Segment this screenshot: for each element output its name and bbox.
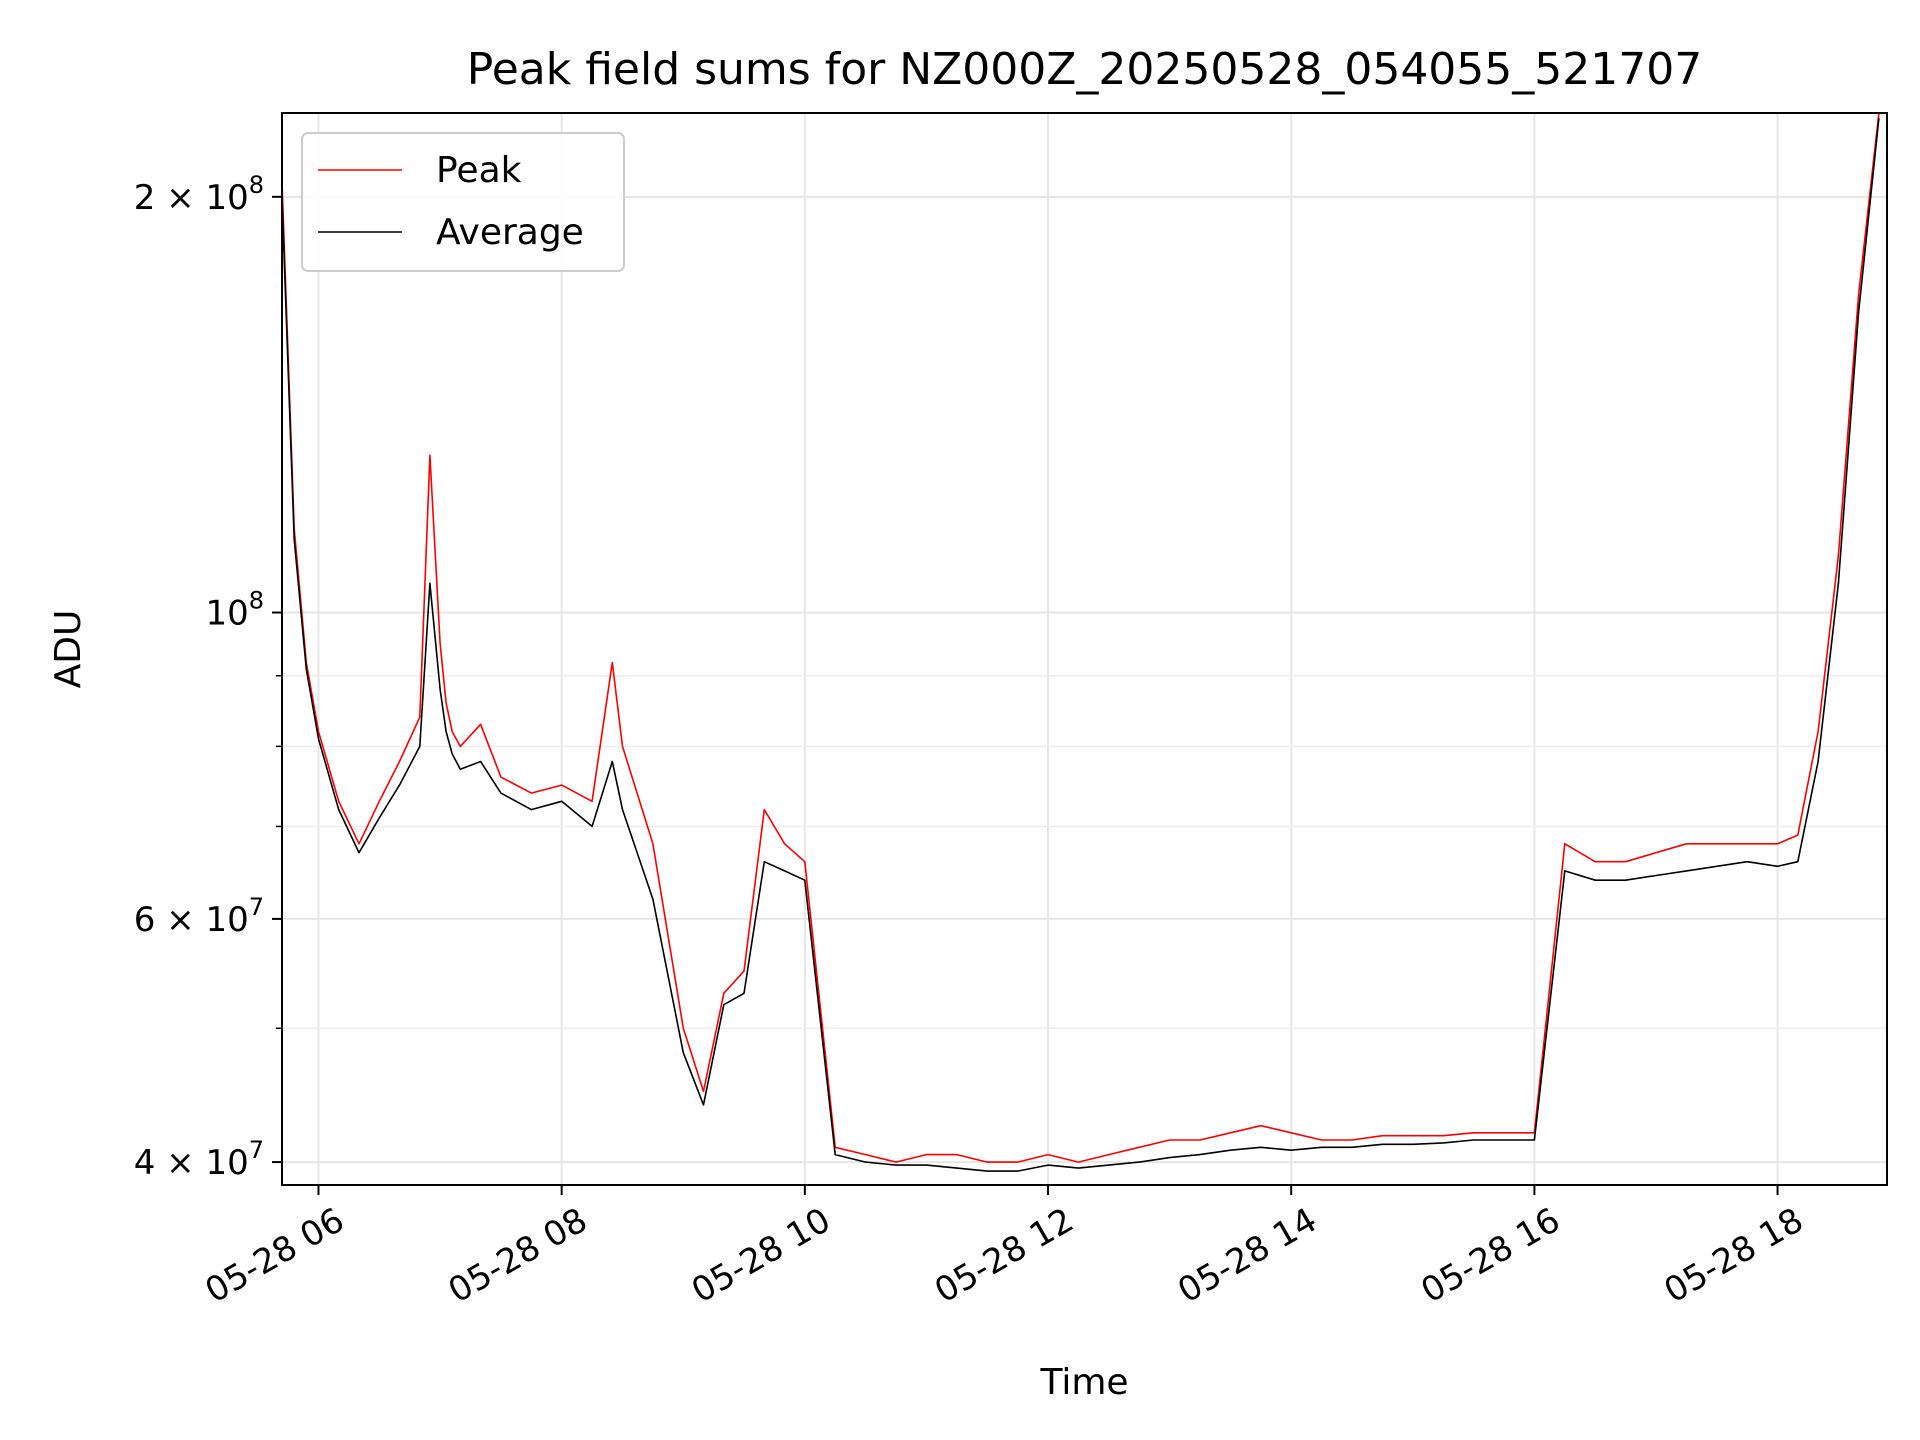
chart-title: Peak field sums for NZ000Z_20250528_0540… — [467, 44, 1703, 95]
y-tick-label: 108 — [205, 587, 264, 634]
legend-box — [301, 132, 625, 272]
series-line-peak — [281, 112, 1880, 1163]
grid — [282, 113, 1887, 1185]
y-tick-label: 4 × 107 — [134, 1136, 264, 1183]
plot-frame — [281, 112, 1888, 1186]
y-axis-label: ADU — [48, 610, 89, 689]
y-tick-label: 6 × 107 — [134, 893, 264, 940]
legend-label-peak: Peak — [436, 150, 522, 191]
y-tick-label: 2 × 108 — [134, 171, 264, 218]
series-layer — [281, 112, 1880, 1172]
x-axis-label: Time — [1039, 1362, 1128, 1403]
legend: Peak Average — [301, 132, 625, 272]
legend-label-average: Average — [436, 212, 584, 253]
series-line-average — [281, 118, 1880, 1172]
